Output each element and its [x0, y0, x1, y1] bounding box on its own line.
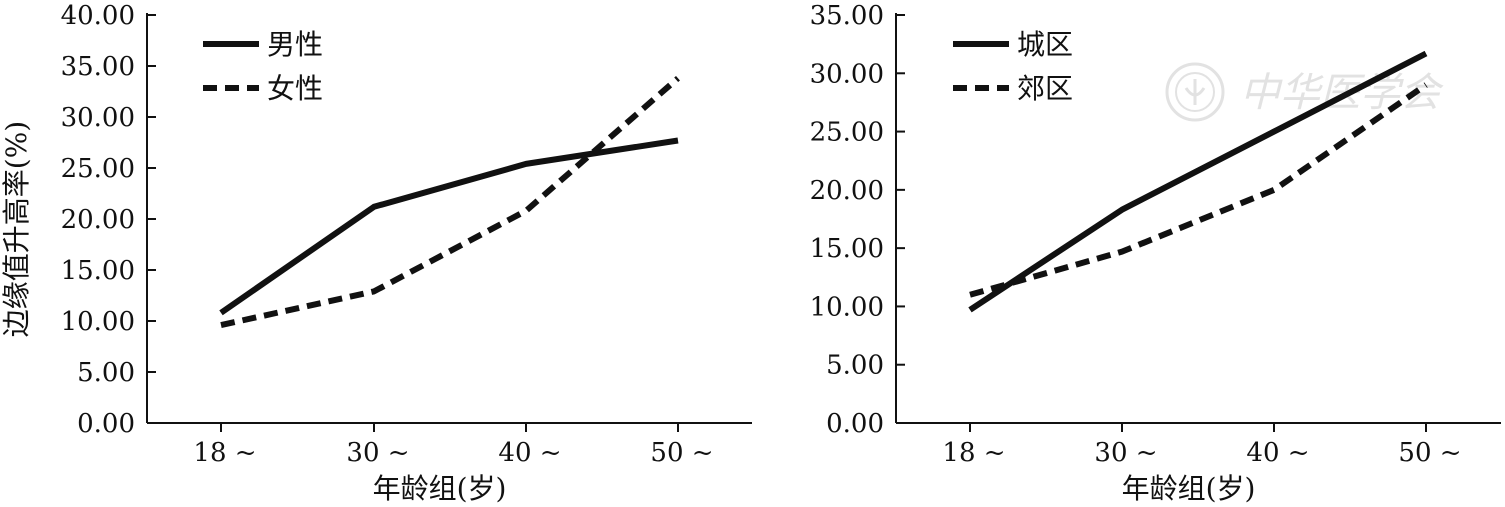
y-tick-label: 35.00 — [810, 1, 884, 31]
y-tick-label: 30.00 — [810, 59, 884, 89]
series-line-2 — [220, 75, 680, 329]
x-axis-label: 年龄组(岁) — [1122, 472, 1256, 505]
y-tick-label: 20.00 — [810, 176, 884, 206]
legend-label-1: 男性 — [267, 28, 323, 61]
series-line-2 — [969, 82, 1428, 298]
y-tick-label: 0.00 — [826, 409, 884, 439]
watermark: 中华医学会 — [1165, 62, 1444, 122]
right-chart-panel: 0.00 5.00 10.00 15.00 20.00 25.00 30.00 35.00 18… — [810, 1, 1501, 505]
y-axis-label: 边缘值升高率(%) — [0, 121, 33, 337]
y-tick-label: 35.00 — [61, 52, 135, 82]
x-tick-label: 40 ~ — [498, 438, 561, 468]
x-tick-label: 40 ~ — [1246, 438, 1309, 468]
y-tick-label: 5.00 — [77, 358, 135, 388]
y-tick-label: 5.00 — [826, 351, 884, 381]
x-tick-label: 50 ~ — [650, 438, 713, 468]
x-tick-label: 30 ~ — [1094, 438, 1157, 468]
series-line-1 — [219, 137, 679, 316]
x-tick-label: 18 ~ — [942, 438, 1005, 468]
y-tick-label: 15.00 — [61, 256, 135, 286]
legend-label-1: 城区 — [1017, 28, 1073, 61]
legend-label-2: 女性 — [267, 72, 323, 105]
y-tick-label: 40.00 — [61, 1, 135, 31]
society-seal-icon — [1165, 62, 1225, 122]
series-line-1 — [968, 50, 1428, 313]
y-tick-label: 20.00 — [61, 205, 135, 235]
left-chart-panel: 0.00 5.00 10.00 15.00 20.00 25.00 30.00 35.00 40… — [0, 1, 752, 505]
y-tick-label: 10.00 — [810, 292, 884, 322]
y-tick-label: 15.00 — [810, 234, 884, 264]
y-tick-label: 30.00 — [61, 103, 135, 133]
x-tick-label: 50 ~ — [1398, 438, 1461, 468]
y-tick-label: 25.00 — [61, 154, 135, 184]
y-tick-label: 25.00 — [810, 118, 884, 148]
y-tick-label: 0.00 — [77, 409, 135, 439]
x-axis-label: 年龄组(岁) — [373, 472, 507, 505]
y-tick-label: 10.00 — [61, 307, 135, 337]
x-tick-label: 18 ~ — [193, 438, 256, 468]
legend-label-2: 郊区 — [1017, 72, 1073, 105]
x-tick-label: 30 ~ — [346, 438, 409, 468]
